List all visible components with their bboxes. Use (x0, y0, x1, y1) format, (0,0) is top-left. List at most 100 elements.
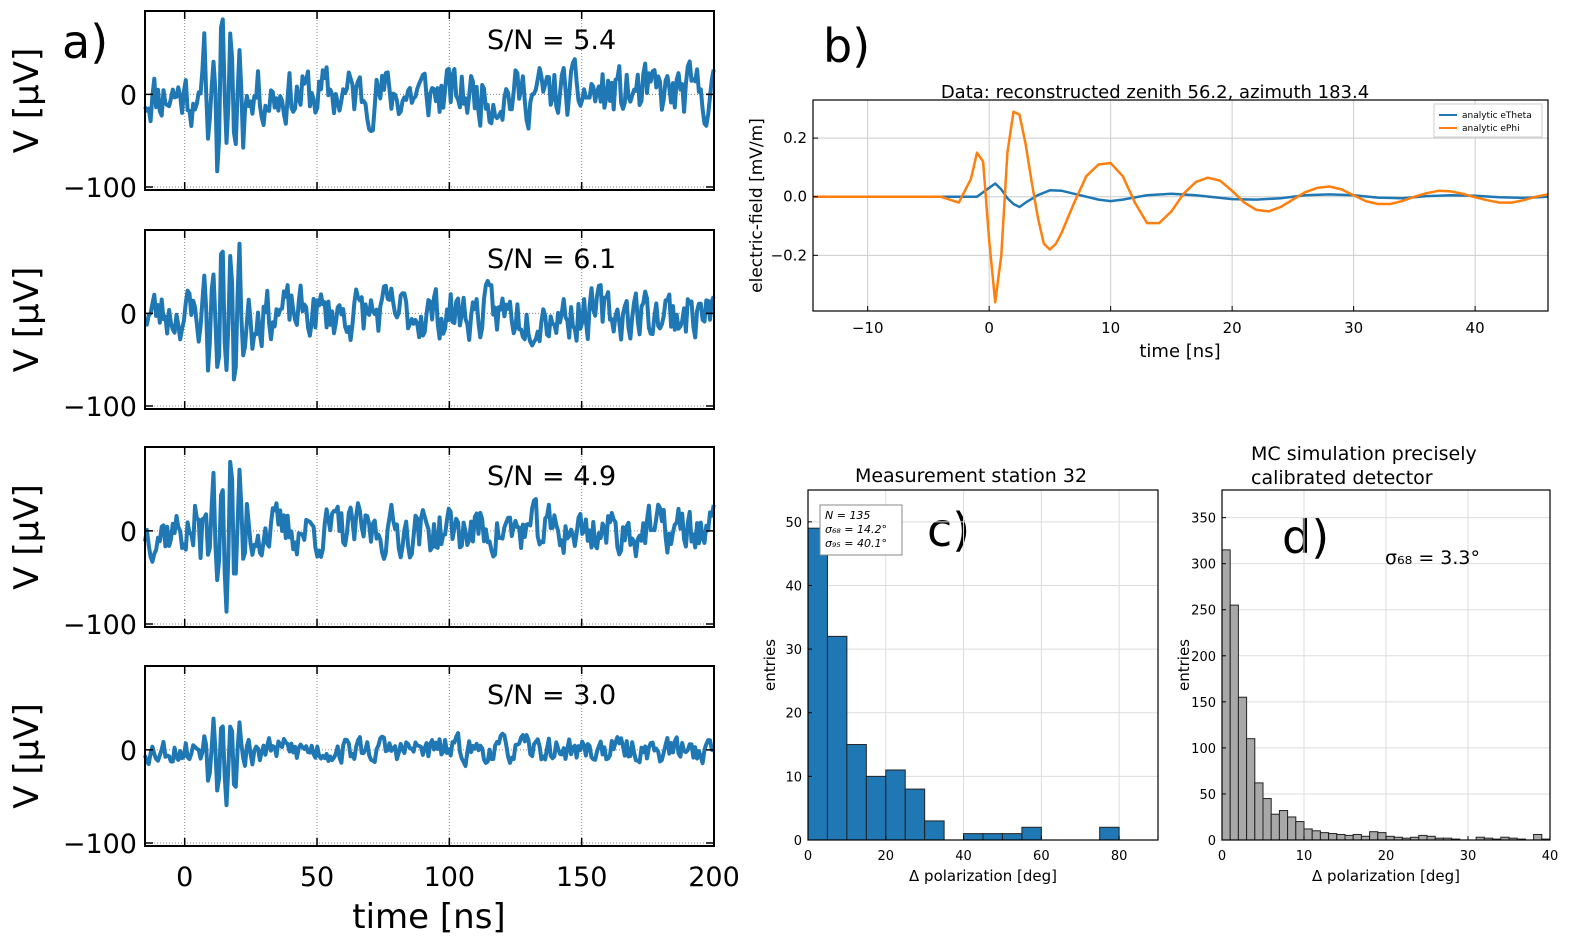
histogram-bar (807, 527, 828, 841)
stats-frame (819, 504, 903, 556)
y-tick-label: −100 (63, 829, 137, 860)
x-axis-label: Δ polarization [deg] (1312, 867, 1460, 885)
x-tick-label: 60 (1033, 849, 1050, 864)
y-tick-label: 250 (1191, 604, 1216, 619)
stats-line: N = 135 (825, 509, 870, 522)
histogram-bar (1221, 549, 1231, 841)
x-tick-label: 0 (984, 319, 994, 337)
axes-frame (812, 99, 1549, 312)
histogram-bar (1099, 826, 1120, 841)
histogram-bar (1229, 604, 1239, 841)
trace-panel-2 (144, 229, 716, 410)
histogram-bar (1287, 816, 1297, 841)
legend-entry: analytic eTheta (1462, 111, 1532, 121)
trace-panel-3 (143, 446, 716, 628)
histogram-bar (1369, 831, 1379, 841)
chart-title: calibrated detector (1251, 467, 1433, 489)
histogram-bar (1278, 810, 1289, 841)
x-tick-label: 10 (1296, 849, 1313, 864)
x-tick-label: 0 (1218, 849, 1226, 864)
histogram-bar (1311, 830, 1321, 841)
y-tick-label: 150 (1191, 696, 1216, 711)
x-axis-label: Δ polarization [deg] (909, 867, 1057, 885)
y-tick-label: 100 (1191, 742, 1216, 757)
histogram-bar (1262, 798, 1272, 841)
y-axis-label: V [μV] (7, 267, 47, 373)
stats-line: σ₆₈ = 14.2° (825, 523, 887, 536)
x-tick-label: 20 (1378, 849, 1395, 864)
legend (1433, 103, 1543, 138)
y-axis-label: V [μV] (7, 48, 47, 154)
histogram-bar (1319, 832, 1330, 841)
x-tick-label: 80 (1111, 849, 1128, 864)
y-tick-label: 0 (120, 517, 137, 548)
axes-frame (144, 665, 715, 847)
y-tick-label: 300 (1191, 558, 1216, 573)
y-tick-label: 200 (1191, 650, 1216, 665)
axes-frame (807, 489, 1159, 841)
trace-panel-1 (143, 10, 716, 191)
x-tick-label: 200 (688, 862, 740, 893)
y-tick-label: 50 (1199, 788, 1216, 803)
axes-frame (144, 10, 715, 191)
panel-label-a: a) (62, 15, 108, 69)
histogram-bar (1352, 833, 1362, 841)
histogram-bar (1336, 833, 1346, 841)
histogram-bar (846, 744, 867, 841)
sn-annotation: S/N = 6.1 (487, 244, 616, 275)
axes-frame (144, 229, 715, 410)
histogram-bar (904, 788, 926, 841)
histogram-bar (1246, 738, 1256, 841)
histogram-bar (1533, 833, 1543, 841)
y-tick-label: 0 (1208, 834, 1216, 849)
histogram-bar (1237, 696, 1248, 841)
x-tick-label: 40 (1466, 319, 1485, 337)
histogram-bar (1344, 834, 1354, 841)
y-axis-label: entries (761, 639, 779, 691)
y-tick-label: 0 (794, 834, 802, 849)
y-tick-label: −100 (63, 173, 137, 204)
x-axis-label: time [ns] (352, 897, 505, 937)
sn-annotation: S/N = 4.9 (487, 461, 616, 492)
y-axis-label: V [μV] (7, 703, 47, 809)
y-tick-label: 30 (785, 643, 802, 658)
sn-annotation: S/N = 5.4 (487, 25, 616, 56)
x-tick-label: −10 (852, 319, 884, 337)
x-tick-label: 50 (300, 862, 334, 893)
trace-line-3 (143, 459, 716, 614)
legend-entry: analytic ePhi (1462, 124, 1520, 134)
histogram-bar (1254, 782, 1264, 841)
x-tick-label: 20 (878, 849, 895, 864)
axes-frame (144, 446, 715, 628)
y-tick-label: 0 (120, 299, 137, 330)
y-tick-label: 50 (785, 516, 802, 531)
histogram-bar (1295, 821, 1305, 841)
series-line-ephi (813, 110, 1549, 304)
sn-annotation: S/N = 3.0 (487, 680, 616, 711)
histogram-bar (885, 769, 906, 841)
y-tick-label: 40 (785, 579, 802, 594)
panel-label-b: b) (823, 19, 870, 73)
histogram-bar (1377, 832, 1387, 841)
x-tick-label: 40 (1542, 849, 1559, 864)
y-tick-label: −100 (63, 392, 137, 423)
x-tick-label: 30 (1460, 849, 1477, 864)
y-tick-label: 0.0 (783, 188, 807, 206)
y-tick-label: 0 (120, 736, 137, 767)
sigma-annotation: σ₆₈ = 3.3° (1385, 547, 1480, 569)
x-tick-label: 20 (1223, 319, 1242, 337)
histogram-bar (963, 833, 984, 841)
y-tick-label: 0 (120, 80, 137, 111)
histogram-bar (865, 775, 887, 841)
histogram-bar (1328, 833, 1338, 841)
panel-label-c: c) (927, 503, 970, 557)
trace-line-2 (144, 241, 716, 382)
x-tick-label: 0 (176, 862, 193, 893)
chart-title: MC simulation precisely (1251, 443, 1477, 465)
y-tick-label: −0.2 (771, 246, 807, 264)
stats-line: σ₉₅ = 40.1° (825, 537, 887, 550)
histogram-bar (982, 833, 1003, 841)
y-tick-label: −100 (63, 610, 137, 641)
x-tick-label: 150 (556, 862, 608, 893)
